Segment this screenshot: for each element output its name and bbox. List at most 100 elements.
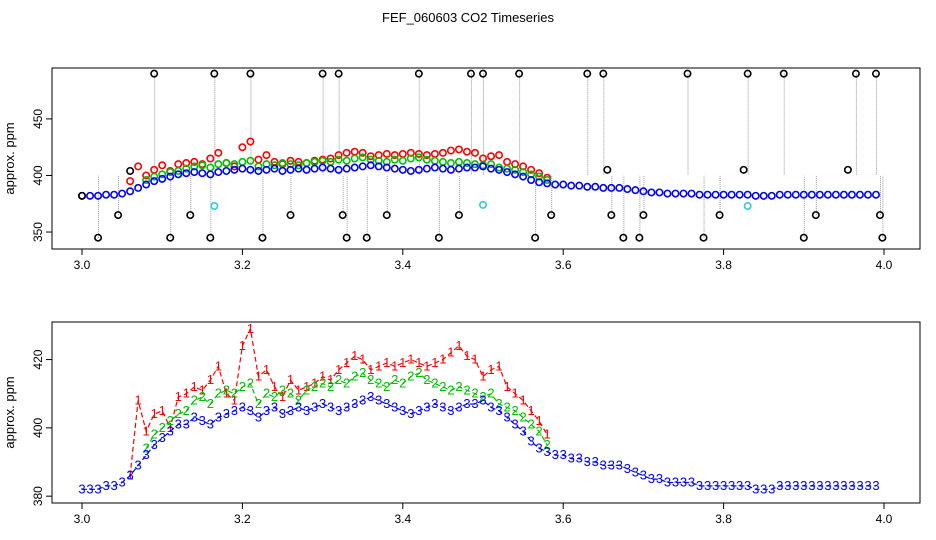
x-tick-label: 3.4 — [394, 258, 411, 272]
black-point — [603, 165, 612, 174]
series-2-marker: 2 — [391, 372, 398, 387]
blue-point — [374, 162, 383, 171]
series-2-marker: 2 — [191, 393, 198, 408]
y-tick-label: 450 — [31, 109, 45, 129]
blue-point — [366, 161, 375, 170]
black-point — [635, 233, 644, 242]
series-3-marker: 3 — [167, 423, 174, 438]
series-2-marker: 2 — [463, 382, 470, 397]
series-1-marker: 1 — [159, 403, 166, 418]
blue-point — [350, 163, 359, 172]
series-2-marker: 2 — [359, 365, 366, 380]
black-point — [583, 69, 592, 78]
black-point — [94, 233, 103, 242]
blue-point — [286, 165, 295, 174]
blue-point — [342, 164, 351, 173]
series-3-line — [82, 396, 876, 490]
series-2-marker: 2 — [231, 386, 238, 401]
series-3-marker: 3 — [303, 403, 310, 418]
black-point — [478, 69, 487, 78]
series-1-marker: 1 — [439, 352, 446, 367]
blue-point — [607, 183, 616, 192]
series-2-marker: 2 — [287, 386, 294, 401]
series-1-marker: 1 — [519, 393, 526, 408]
series-3-marker: 3 — [479, 393, 486, 408]
x-tick-label: 4.0 — [876, 512, 893, 526]
blue-point — [799, 190, 808, 199]
green-point — [150, 172, 159, 181]
series-2-marker: 2 — [544, 437, 551, 452]
blue-point — [687, 189, 696, 198]
green-point — [438, 157, 447, 166]
blue-point — [703, 190, 712, 199]
black-point — [210, 69, 219, 78]
series-2-marker: 2 — [239, 379, 246, 394]
series-3-marker: 3 — [503, 410, 510, 425]
blue-point — [118, 189, 127, 198]
series-1-marker: 1 — [271, 379, 278, 394]
series-1-marker: 1 — [399, 355, 406, 370]
series-3-marker: 3 — [359, 393, 366, 408]
x-tick-label: 3.0 — [74, 512, 91, 526]
blue-point — [575, 181, 584, 190]
series-3-marker: 3 — [367, 389, 374, 404]
series-3-marker: 3 — [495, 403, 502, 418]
series-3-marker: 3 — [86, 481, 93, 496]
series-1-marker: 1 — [151, 406, 158, 421]
series-3-marker: 3 — [536, 440, 543, 455]
blue-point — [262, 165, 271, 174]
green-point — [142, 175, 151, 184]
red-point — [535, 169, 544, 178]
black-point — [414, 69, 423, 78]
green-point — [519, 168, 528, 177]
black-point — [166, 233, 175, 242]
green-point — [470, 160, 479, 169]
green-point — [270, 161, 279, 170]
series-3-marker: 3 — [808, 478, 815, 493]
cyan-point — [210, 202, 219, 211]
series-3-marker: 3 — [728, 478, 735, 493]
series-2-marker: 2 — [151, 427, 158, 442]
series-3-marker: 3 — [102, 478, 109, 493]
series-2-marker: 2 — [351, 369, 358, 384]
red-point — [246, 137, 255, 146]
blue-point — [110, 190, 119, 199]
black-point — [338, 211, 347, 220]
x-tick-label: 3.6 — [555, 258, 572, 272]
plot-frame — [51, 67, 921, 250]
blue-point — [382, 163, 391, 172]
black-point — [434, 233, 443, 242]
red-point — [142, 171, 151, 180]
series-3-marker: 3 — [688, 475, 695, 490]
series-3-marker: 3 — [800, 478, 807, 493]
series-3-marker: 3 — [568, 451, 575, 466]
blue-point — [495, 165, 504, 174]
blue-point — [254, 166, 263, 175]
series-3-marker: 3 — [744, 478, 751, 493]
blue-point — [815, 190, 824, 199]
series-3-marker: 3 — [872, 478, 879, 493]
blue-point — [422, 164, 431, 173]
blue-point — [743, 190, 752, 199]
blue-point — [855, 190, 864, 199]
series-2-marker: 2 — [167, 413, 174, 428]
green-point — [462, 159, 471, 168]
red-point — [262, 151, 271, 160]
series-3-marker: 3 — [592, 454, 599, 469]
y-axis-label: approx. ppm — [2, 376, 17, 448]
green-point — [430, 156, 439, 165]
cyan-point — [478, 200, 487, 209]
green-point — [543, 175, 552, 184]
red-point — [470, 148, 479, 157]
x-tick-label: 4.0 — [876, 258, 893, 272]
series-1-marker: 1 — [423, 358, 430, 373]
green-point — [398, 156, 407, 165]
green-point — [222, 159, 231, 168]
red-point — [286, 156, 295, 165]
black-point — [811, 211, 820, 220]
black-point — [246, 69, 255, 78]
black-point — [599, 69, 608, 78]
series-3-marker: 3 — [600, 457, 607, 472]
series-3-marker: 3 — [415, 403, 422, 418]
